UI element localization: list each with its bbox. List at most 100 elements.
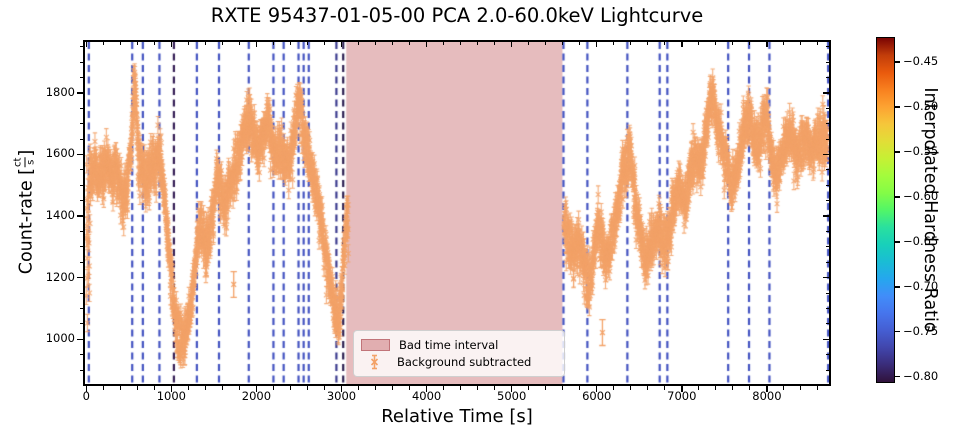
- legend-row-background: Background subtracted: [361, 353, 556, 370]
- y-right-minor-tick: [826, 107, 829, 109]
- x-minor-tick: [715, 386, 717, 390]
- x-minor-tick: [494, 386, 496, 390]
- chart-title: RXTE 95437-01-05-00 PCA 2.0-60.0keV Ligh…: [210, 4, 704, 27]
- x-top-minor-tick: [323, 42, 325, 45]
- x-top-minor-tick: [409, 42, 411, 45]
- colorbar-tick: [895, 376, 900, 378]
- x-major-tick: [766, 386, 768, 392]
- y-tick-label: 1400: [45, 208, 75, 223]
- x-top-minor-tick: [545, 42, 547, 45]
- colorbar-tick-label: −0.75: [903, 323, 939, 338]
- x-tick-label: 2000: [241, 389, 272, 403]
- y-minor-tick: [79, 46, 83, 48]
- colorbar-tick-label: −0.45: [903, 54, 939, 69]
- x-top-tick: [255, 42, 258, 47]
- x-major-tick: [255, 386, 258, 392]
- y-minor-tick: [79, 200, 83, 202]
- colorbar-tick-label: −0.55: [903, 144, 939, 159]
- x-minor-tick: [477, 386, 479, 390]
- y-minor-tick: [79, 323, 83, 325]
- y-right-tick: [823, 277, 829, 279]
- x-minor-tick: [375, 386, 377, 390]
- x-tick-label: 4000: [411, 389, 442, 403]
- y-right-minor-tick: [826, 76, 829, 78]
- x-minor-tick: [579, 386, 581, 390]
- y-right-minor-tick: [826, 246, 829, 248]
- x-top-minor-tick: [630, 42, 632, 45]
- x-top-minor-tick: [647, 42, 649, 45]
- x-major-tick: [510, 386, 513, 392]
- y-major-tick: [77, 215, 83, 217]
- x-minor-tick: [613, 386, 615, 390]
- y-minor-tick: [79, 123, 83, 125]
- y-right-minor-tick: [826, 292, 829, 294]
- x-major-tick: [425, 386, 428, 392]
- y-right-minor-tick: [826, 138, 829, 140]
- x-top-minor-tick: [817, 42, 819, 45]
- x-top-tick: [340, 42, 343, 47]
- x-top-minor-tick: [443, 42, 445, 45]
- x-tick-label: 0: [82, 389, 90, 403]
- x-top-minor-tick: [187, 42, 189, 45]
- y-minor-tick: [79, 369, 83, 371]
- x-top-minor-tick: [579, 42, 581, 45]
- colorbar-tick-label: −0.80: [903, 368, 939, 383]
- x-minor-tick: [392, 386, 394, 390]
- x-minor-tick: [460, 386, 462, 390]
- x-minor-tick: [204, 386, 206, 390]
- y-minor-tick: [79, 308, 83, 309]
- y-minor-tick: [79, 230, 83, 232]
- x-top-minor-tick: [358, 42, 360, 45]
- x-top-minor-tick: [562, 42, 564, 45]
- y-right-minor-tick: [826, 354, 829, 356]
- y-right-minor-tick: [826, 369, 829, 371]
- colorbar-tick: [895, 61, 900, 63]
- x-tick-label: 5000: [497, 389, 527, 403]
- y-right-minor-tick: [826, 200, 829, 202]
- x-major-tick: [681, 386, 683, 392]
- x-top-minor-tick: [221, 42, 223, 45]
- x-top-minor-tick: [783, 42, 785, 45]
- x-top-minor-tick: [749, 42, 751, 45]
- legend-label-bad-time: Bad time interval: [399, 337, 499, 352]
- x-minor-tick: [647, 386, 649, 390]
- y-minor-tick: [79, 354, 83, 356]
- x-top-minor-tick: [119, 42, 121, 45]
- y-minor-tick: [79, 261, 83, 263]
- x-top-minor-tick: [528, 42, 530, 45]
- x-tick-label: 8000: [752, 389, 782, 403]
- x-minor-tick: [289, 386, 291, 390]
- y-right-minor-tick: [826, 323, 829, 325]
- legend-label-background: Background subtracted: [397, 354, 532, 369]
- x-minor-tick: [136, 386, 138, 390]
- x-minor-tick: [153, 386, 155, 390]
- x-minor-tick: [732, 386, 734, 390]
- x-minor-tick: [409, 386, 411, 390]
- x-minor-tick: [800, 386, 802, 390]
- x-minor-tick: [221, 386, 223, 390]
- y-right-tick: [823, 338, 829, 340]
- y-minor-tick: [79, 246, 83, 248]
- x-minor-tick: [119, 386, 121, 390]
- x-minor-tick: [749, 386, 751, 390]
- x-top-minor-tick: [102, 42, 104, 45]
- x-tick-label: 7000: [667, 389, 697, 403]
- x-major-tick: [340, 386, 343, 392]
- x-minor-tick: [102, 386, 104, 390]
- y-right-minor-tick: [826, 261, 829, 263]
- x-top-tick: [681, 42, 683, 47]
- x-minor-tick: [817, 386, 819, 390]
- x-top-minor-tick: [664, 42, 666, 45]
- x-top-minor-tick: [136, 42, 138, 45]
- y-tick-label: 1800: [45, 84, 75, 99]
- colorbar-tick: [895, 241, 900, 243]
- colorbar-tick: [895, 286, 900, 288]
- x-minor-tick: [443, 386, 445, 390]
- x-minor-tick: [272, 386, 274, 390]
- x-minor-tick: [783, 386, 785, 390]
- x-minor-tick: [664, 386, 666, 390]
- x-top-minor-tick: [204, 42, 206, 45]
- colorbar-tick-label: −0.70: [903, 278, 939, 293]
- x-top-minor-tick: [800, 42, 802, 45]
- x-minor-tick: [323, 386, 325, 390]
